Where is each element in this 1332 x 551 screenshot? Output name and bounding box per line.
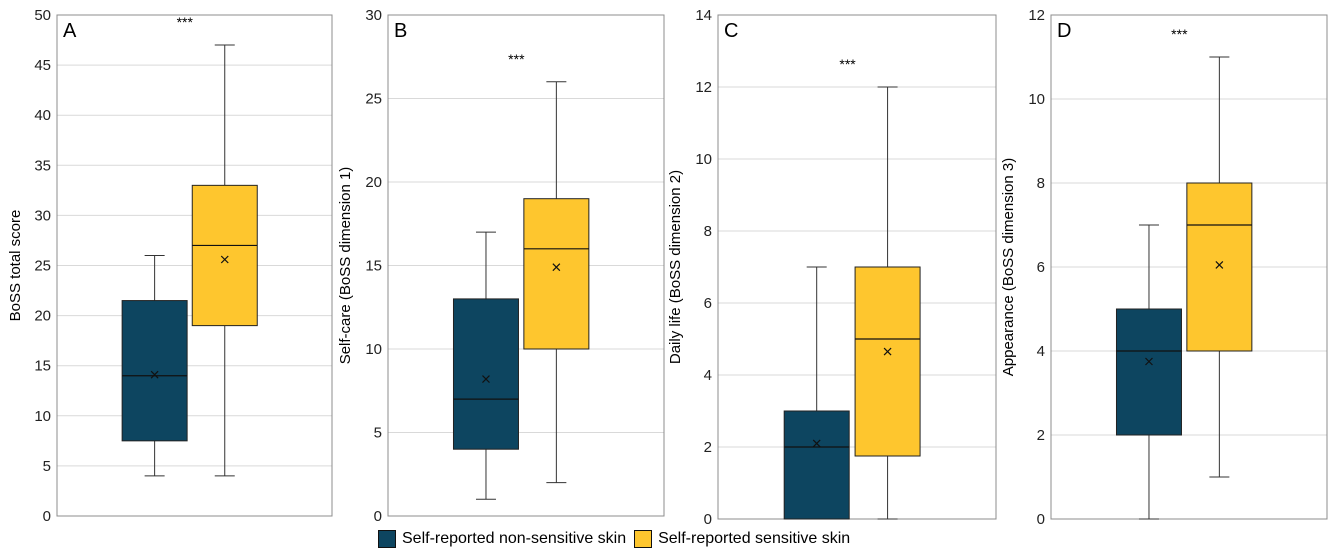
panel-d-y-tick-label: 4 <box>1037 343 1045 360</box>
panel-a-y-tick-label: 20 <box>34 308 51 325</box>
panel-c-y-tick-label: 12 <box>695 79 712 96</box>
panel-b-letter: B <box>394 20 407 42</box>
panel-d-box-sensitive-mean-marker <box>1215 260 1224 269</box>
panel-c-box-non-sensitive-iqr <box>783 410 850 520</box>
panel-c-box-non-sensitive-mean-marker <box>812 439 821 448</box>
panel-d-letter: D <box>1057 20 1071 42</box>
panel-d-y-tick-label: 12 <box>1028 7 1045 24</box>
panel-c-y-axis-label: Daily life (BoSS dimension 2) <box>667 170 684 364</box>
panel-c-frame <box>717 14 997 520</box>
panel-a-y-axis-label: BoSS total score <box>7 210 24 322</box>
panel-a-y-tick-label: 0 <box>43 508 51 525</box>
panel-c-box-sensitive-iqr <box>854 266 921 457</box>
panel-c-y-tick-label: 2 <box>704 439 712 456</box>
panel-a-frame <box>56 14 333 517</box>
panel-b-significance: *** <box>508 51 525 67</box>
panel-a-y-tick-label: 15 <box>34 358 51 375</box>
legend-swatch-sensitive <box>634 530 653 548</box>
panel-b-box-sensitive-mean-marker <box>552 263 561 272</box>
panel-d-y-tick-label: 0 <box>1037 511 1045 528</box>
panel-d-y-tick-label: 2 <box>1037 427 1045 444</box>
panel-c-y-tick-label: 6 <box>704 295 712 312</box>
legend-swatch-non-sensitive <box>378 530 396 548</box>
panel-c-y-tick-label: 10 <box>695 151 712 168</box>
panel-d-y-axis-label: Appearance (BoSS dimension 3) <box>1000 158 1017 376</box>
panel-d-y-tick-label: 10 <box>1028 91 1045 108</box>
panel-d-box-non-sensitive-iqr <box>1115 308 1182 436</box>
panel-c-y-tick-label: 14 <box>695 7 712 24</box>
panel-a-y-tick-label: 45 <box>34 57 51 74</box>
panel-c-y-tick-label: 4 <box>704 367 712 384</box>
panel-a-box-non-sensitive-mean-marker <box>150 370 159 379</box>
panel-d-y-tick-label: 6 <box>1037 259 1045 276</box>
panel-b-frame <box>387 14 665 517</box>
panel-d-box-non-sensitive-mean-marker <box>1145 357 1153 366</box>
panel-a-y-tick-label: 50 <box>34 7 51 24</box>
panel-c-box-sensitive-mean-marker <box>883 347 892 356</box>
legend: Self-reported non-sensitive skin Self-re… <box>378 528 858 550</box>
panel-a-y-tick-label: 35 <box>34 157 51 174</box>
panel-a-y-tick-label: 10 <box>34 408 51 425</box>
panel-b-box-non-sensitive-iqr <box>452 298 519 450</box>
panel-b-y-tick-label: 25 <box>365 91 382 108</box>
panel-b-box-non-sensitive-mean-marker <box>482 375 490 383</box>
panel-c-letter: C <box>724 20 738 42</box>
panel-b-box-sensitive-iqr <box>523 198 590 350</box>
legend-item-sensitive: Self-reported sensitive skin <box>634 530 850 548</box>
panel-a-y-tick-label: 30 <box>34 207 51 224</box>
panel-a-box-non-sensitive-iqr <box>121 300 188 442</box>
panel-a-box-sensitive-iqr <box>191 184 258 327</box>
panel-a-letter: A <box>63 20 77 42</box>
legend-item-non-sensitive: Self-reported non-sensitive skin <box>378 530 626 548</box>
panel-a-y-tick-label: 5 <box>43 458 51 475</box>
panel-c-significance: *** <box>839 56 856 72</box>
panel-a-significance: *** <box>177 14 194 30</box>
panel-a-y-tick-label: 40 <box>34 107 51 124</box>
panel-d-box-sensitive-iqr <box>1186 182 1253 352</box>
panel-d-significance: *** <box>1171 26 1188 42</box>
panel-b-y-tick-label: 10 <box>365 341 382 358</box>
panel-a-box-sensitive-mean-marker <box>220 255 229 264</box>
panel-b-y-tick-label: 5 <box>374 425 382 442</box>
panel-b-y-tick-label: 0 <box>374 508 382 525</box>
panel-a-y-tick-label: 25 <box>34 258 51 275</box>
legend-label-sensitive: Self-reported sensitive skin <box>658 530 851 547</box>
panel-c-y-tick-label: 8 <box>704 223 712 240</box>
panel-b-y-tick-label: 20 <box>365 174 382 191</box>
panel-b-y-tick-label: 15 <box>365 258 382 275</box>
panel-b-y-axis-label: Self-care (BoSS dimension 1) <box>337 167 354 365</box>
legend-label-non-sensitive: Self-reported non-sensitive skin <box>402 530 627 547</box>
panel-d-y-tick-label: 8 <box>1037 175 1045 192</box>
panel-d-frame <box>1050 14 1328 520</box>
panel-b-y-tick-label: 30 <box>365 7 382 24</box>
panel-c-y-tick-label: 0 <box>704 511 712 528</box>
